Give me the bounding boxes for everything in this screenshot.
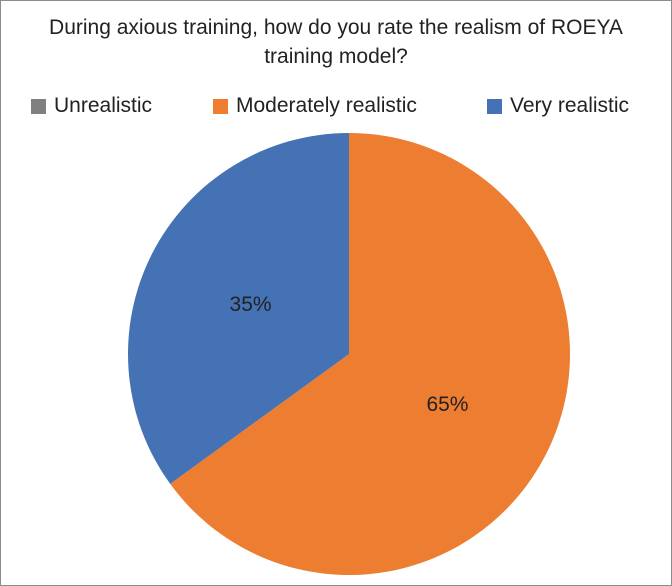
- pie-slice-moderately-realistic: [170, 133, 570, 575]
- pie-labels: 65% 35%: [230, 293, 469, 416]
- chart-title-line-1: During axious training, how do you rate …: [49, 16, 623, 39]
- legend-label-very-realistic: Very realistic: [510, 94, 630, 117]
- legend-label-unrealistic: Unrealistic: [54, 94, 153, 117]
- pie-slices: [127, 133, 570, 575]
- legend-label-moderately-realistic: Moderately realistic: [236, 94, 417, 117]
- legend-swatch-moderately-realistic: [213, 98, 228, 114]
- pie-label-very-realistic: 35%: [230, 293, 272, 316]
- legend-item-moderately-realistic: Moderately realistic: [213, 92, 417, 120]
- pie-slice-very-realistic: [127, 133, 349, 484]
- legend-item-very-realistic: Very realistic: [487, 92, 629, 120]
- chart-title: During axious training, how do you rate …: [1, 13, 671, 71]
- legend: Unrealistic Moderately realistic Very re…: [1, 92, 671, 120]
- legend-item-unrealistic: Unrealistic: [31, 92, 152, 120]
- legend-swatch-unrealistic: [31, 98, 46, 114]
- pie-label-moderately-realistic: 65%: [426, 393, 468, 416]
- legend-swatch-very-realistic: [487, 98, 502, 114]
- chart-title-line-2: training model?: [264, 45, 408, 68]
